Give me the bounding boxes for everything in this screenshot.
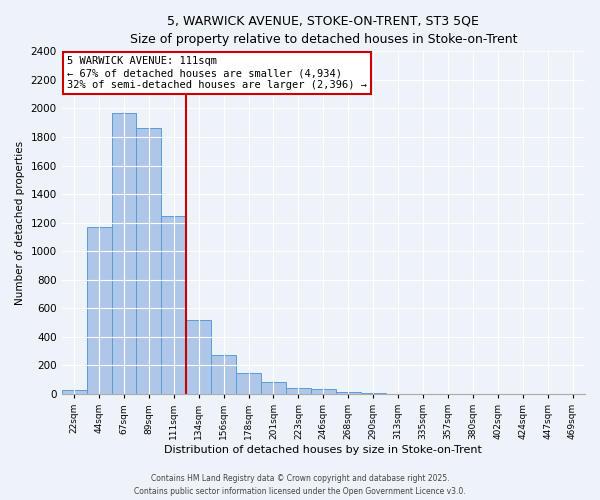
Text: Contains public sector information licensed under the Open Government Licence v3: Contains public sector information licen… — [134, 486, 466, 496]
Bar — [336, 392, 361, 394]
Y-axis label: Number of detached properties: Number of detached properties — [15, 140, 25, 304]
X-axis label: Distribution of detached houses by size in Stoke-on-Trent: Distribution of detached houses by size … — [164, 445, 482, 455]
Bar — [236, 372, 261, 394]
Bar — [286, 388, 311, 394]
Title: 5, WARWICK AVENUE, STOKE-ON-TRENT, ST3 5QE
Size of property relative to detached: 5, WARWICK AVENUE, STOKE-ON-TRENT, ST3 5… — [130, 15, 517, 46]
Text: Contains HM Land Registry data © Crown copyright and database right 2025.: Contains HM Land Registry data © Crown c… — [151, 474, 449, 483]
Bar — [311, 389, 336, 394]
Bar — [211, 355, 236, 394]
Bar — [86, 227, 112, 394]
Bar — [136, 128, 161, 394]
Bar — [161, 216, 186, 394]
Bar — [112, 112, 136, 394]
Text: 5 WARWICK AVENUE: 111sqm
← 67% of detached houses are smaller (4,934)
32% of sem: 5 WARWICK AVENUE: 111sqm ← 67% of detach… — [67, 56, 367, 90]
Bar — [261, 382, 286, 394]
Bar — [62, 390, 86, 394]
Bar — [186, 320, 211, 394]
